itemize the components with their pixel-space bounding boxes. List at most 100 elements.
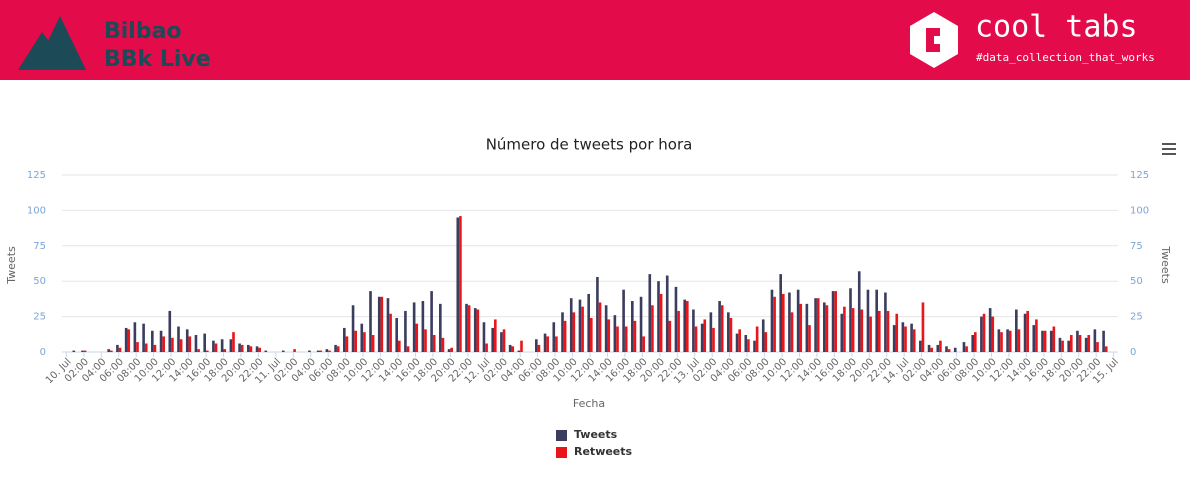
bar — [988, 308, 992, 352]
bar — [892, 325, 896, 352]
bar — [831, 291, 835, 352]
bar — [665, 275, 669, 352]
bar — [980, 316, 983, 352]
bar — [884, 292, 887, 352]
bar — [421, 301, 425, 352]
y2-tick-label: 0 — [1130, 347, 1136, 358]
bar — [206, 350, 209, 352]
bar — [328, 350, 331, 352]
bar — [424, 329, 427, 352]
bar — [692, 309, 695, 352]
bar — [159, 330, 163, 352]
bar — [546, 336, 549, 352]
bar — [220, 339, 224, 352]
bar — [430, 291, 433, 352]
bar — [1102, 330, 1105, 352]
bar — [997, 329, 1001, 352]
y-tick-label: 100 — [27, 205, 46, 216]
bar — [116, 344, 119, 352]
bar — [1087, 335, 1091, 352]
bar — [308, 350, 311, 352]
bar — [1032, 325, 1036, 352]
y-tick-label: 75 — [33, 241, 46, 252]
bar — [255, 346, 259, 352]
bar — [517, 350, 521, 352]
chart-title: Número de tweets por hora — [486, 136, 693, 154]
bar — [1067, 340, 1070, 352]
bar — [281, 350, 285, 352]
bar — [319, 350, 323, 352]
bar — [962, 342, 966, 352]
bar — [171, 337, 174, 352]
bar — [1008, 330, 1012, 352]
bar — [494, 319, 497, 352]
bar — [910, 323, 913, 352]
bar — [1043, 330, 1047, 352]
bar — [581, 306, 584, 352]
bar — [380, 296, 384, 352]
bar — [81, 350, 84, 352]
x-axis-title: Fecha — [573, 397, 605, 410]
bar — [369, 291, 372, 352]
y-tick-label: 0 — [40, 347, 46, 358]
bar — [1104, 346, 1108, 352]
bar — [258, 347, 261, 352]
bar — [343, 327, 346, 352]
bar — [1035, 319, 1038, 352]
bar — [590, 318, 593, 352]
bar — [912, 329, 916, 352]
bar — [694, 326, 698, 352]
bar — [860, 309, 864, 352]
bar — [718, 301, 721, 352]
legend-swatch — [556, 430, 567, 441]
bar — [598, 302, 602, 352]
bar — [1017, 329, 1021, 352]
bar — [406, 346, 410, 352]
bar — [982, 313, 986, 352]
bar — [110, 350, 113, 352]
bar — [240, 344, 244, 352]
bar — [214, 343, 218, 352]
bar — [508, 344, 512, 352]
bar — [118, 347, 122, 352]
bar — [823, 302, 826, 352]
bar — [953, 347, 957, 352]
bar — [1096, 342, 1099, 352]
bar — [648, 274, 652, 352]
bar — [703, 319, 707, 352]
y-tick-label: 50 — [33, 276, 46, 287]
bar — [439, 303, 442, 352]
bar — [569, 298, 573, 352]
bar — [947, 349, 951, 352]
bar — [398, 340, 401, 352]
bar — [334, 344, 337, 352]
bar — [354, 330, 357, 352]
bar — [467, 305, 471, 352]
bar — [631, 301, 634, 352]
bar — [773, 296, 776, 352]
bar — [927, 344, 931, 352]
bar — [127, 329, 131, 352]
bar — [919, 340, 922, 352]
bar — [843, 306, 846, 352]
bar — [720, 305, 724, 352]
bar — [511, 346, 515, 352]
bar — [657, 281, 660, 352]
bar — [316, 350, 320, 352]
bar — [179, 339, 183, 352]
menu-button[interactable] — [1162, 143, 1176, 155]
bar — [659, 293, 663, 352]
bar — [633, 320, 637, 352]
bar — [247, 344, 250, 352]
bar — [808, 325, 811, 352]
bar — [1076, 330, 1079, 352]
bar — [1058, 337, 1062, 352]
bar — [677, 310, 680, 352]
bar — [686, 301, 689, 352]
brand-line: BBk Live — [104, 47, 211, 72]
bar — [1026, 310, 1029, 352]
bar — [747, 339, 750, 352]
bar — [162, 336, 165, 352]
bar — [727, 312, 730, 352]
bar — [753, 340, 756, 352]
